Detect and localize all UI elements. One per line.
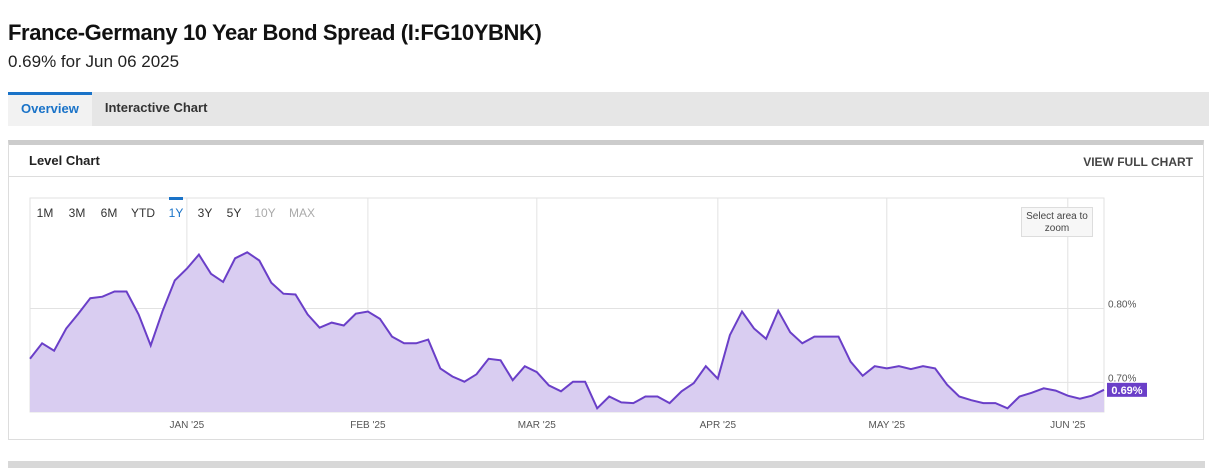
y-tick-label: 0.70% bbox=[1108, 373, 1136, 384]
range-button[interactable]: 1M bbox=[37, 206, 54, 220]
panel-title: Level Chart bbox=[29, 153, 100, 168]
range-button[interactable]: 3Y bbox=[198, 206, 213, 220]
value-badge bbox=[1107, 382, 1147, 397]
x-tick-label: JAN '25 bbox=[170, 420, 205, 431]
x-tick-label: FEB '25 bbox=[350, 420, 386, 431]
tab[interactable]: Interactive Chart bbox=[104, 100, 208, 115]
range-button[interactable]: 3M bbox=[69, 206, 86, 220]
range-button[interactable]: 6M bbox=[101, 206, 118, 220]
x-tick-label: MAR '25 bbox=[518, 420, 556, 431]
value-label: 0.69% bbox=[1111, 385, 1142, 397]
panel: Level Chart VIEW FULL CHART bbox=[8, 140, 1204, 440]
range-button[interactable]: 5Y bbox=[227, 206, 242, 220]
x-tick-label: JUN '25 bbox=[1050, 420, 1086, 431]
bottom-bar bbox=[8, 461, 1205, 468]
tab[interactable]: Overview bbox=[8, 92, 92, 126]
zoom-button[interactable]: Select area to zoom bbox=[1021, 207, 1093, 237]
view-full-chart-link[interactable]: VIEW FULL CHART bbox=[1083, 155, 1193, 169]
range-button[interactable]: YTD bbox=[131, 206, 155, 220]
range-button[interactable]: 1Y bbox=[169, 206, 184, 220]
tab-bar: Overview Interactive Chart bbox=[8, 92, 1209, 126]
y-tick-label: 0.80% bbox=[1108, 300, 1136, 311]
line bbox=[29, 251, 1105, 411]
range-button: 10Y bbox=[254, 206, 275, 220]
range-button: MAX bbox=[289, 206, 315, 220]
page-title: France-Germany 10 Year Bond Spread (I:FG… bbox=[8, 20, 542, 45]
divider bbox=[9, 176, 1203, 177]
x-tick-label: APR '25 bbox=[700, 420, 737, 431]
x-tick-label: MAY '25 bbox=[869, 420, 906, 431]
area bbox=[30, 252, 1104, 412]
page-subtitle: 0.69% for Jun 06 2025 bbox=[8, 52, 180, 71]
active-indicator bbox=[169, 197, 183, 200]
